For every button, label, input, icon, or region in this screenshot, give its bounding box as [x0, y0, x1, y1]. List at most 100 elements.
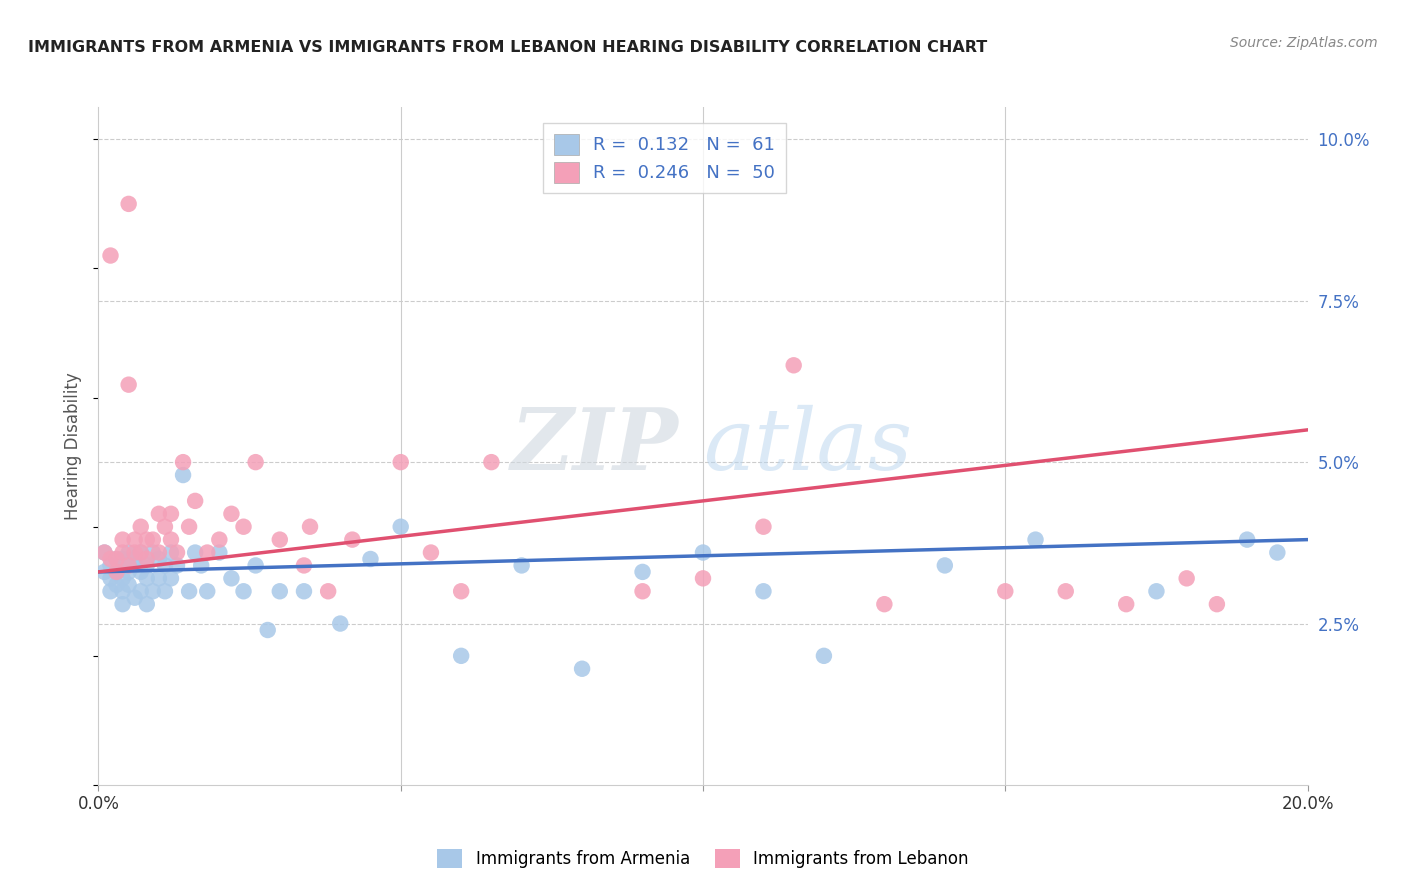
Point [450, 648, 472, 663]
Point [269, 533, 291, 547]
Point [111, 533, 134, 547]
Point [148, 545, 170, 559]
Point [166, 545, 188, 559]
Point [118, 578, 141, 592]
Point [129, 545, 152, 559]
Point [135, 552, 157, 566]
Point [100, 571, 122, 585]
Point [118, 197, 141, 211]
Point [160, 571, 183, 585]
Point [105, 565, 128, 579]
Point [420, 545, 443, 559]
Point [172, 455, 194, 469]
Point [208, 533, 231, 547]
Point [342, 533, 364, 547]
Point [245, 455, 267, 469]
Point [292, 558, 315, 573]
Point [166, 558, 188, 573]
Point [1054, 584, 1077, 599]
Point [129, 519, 152, 533]
Text: ZIP: ZIP [510, 404, 679, 488]
Point [571, 662, 593, 676]
Text: Source: ZipAtlas.com: Source: ZipAtlas.com [1230, 36, 1378, 50]
Point [142, 584, 165, 599]
Point [135, 558, 157, 573]
Point [129, 565, 152, 579]
Legend: Immigrants from Armenia, Immigrants from Lebanon: Immigrants from Armenia, Immigrants from… [430, 843, 976, 875]
Point [111, 584, 134, 599]
Point [93, 565, 115, 579]
Point [245, 558, 267, 573]
Point [692, 571, 714, 585]
Point [124, 552, 146, 566]
Text: IMMIGRANTS FROM ARMENIA VS IMMIGRANTS FROM LEBANON HEARING DISABILITY CORRELATIO: IMMIGRANTS FROM ARMENIA VS IMMIGRANTS FR… [28, 40, 987, 55]
Point [190, 558, 212, 573]
Y-axis label: Hearing Disability: Hearing Disability [65, 372, 83, 520]
Point [1175, 571, 1198, 585]
Point [179, 519, 201, 533]
Text: atlas: atlas [703, 405, 912, 487]
Point [1206, 597, 1229, 611]
Point [118, 377, 141, 392]
Point [195, 545, 218, 559]
Point [118, 558, 141, 573]
Point [510, 558, 533, 573]
Point [232, 519, 254, 533]
Point [129, 545, 152, 559]
Point [1236, 533, 1258, 547]
Point [153, 584, 176, 599]
Point [292, 584, 315, 599]
Point [692, 545, 714, 559]
Point [105, 565, 128, 579]
Point [118, 545, 141, 559]
Point [172, 468, 194, 483]
Point [105, 552, 128, 566]
Point [135, 597, 157, 611]
Point [111, 571, 134, 585]
Point [148, 507, 170, 521]
Point [160, 545, 183, 559]
Point [360, 552, 382, 566]
Point [1267, 545, 1289, 559]
Point [93, 545, 115, 559]
Point [221, 507, 243, 521]
Point [105, 578, 128, 592]
Point [783, 359, 806, 373]
Point [135, 571, 157, 585]
Point [1024, 533, 1046, 547]
Point [1115, 597, 1137, 611]
Point [752, 584, 775, 599]
Point [124, 558, 146, 573]
Point [813, 648, 835, 663]
Point [129, 584, 152, 599]
Point [153, 558, 176, 573]
Point [256, 623, 278, 637]
Point [93, 545, 115, 559]
Point [389, 455, 412, 469]
Point [269, 584, 291, 599]
Point [184, 494, 207, 508]
Point [389, 519, 412, 533]
Point [111, 545, 134, 559]
Point [195, 584, 218, 599]
Point [873, 597, 896, 611]
Point [631, 584, 654, 599]
Point [148, 552, 170, 566]
Point [124, 591, 146, 605]
Point [450, 584, 472, 599]
Point [160, 507, 183, 521]
Point [118, 565, 141, 579]
Point [124, 545, 146, 559]
Point [1144, 584, 1167, 599]
Point [232, 584, 254, 599]
Point [299, 519, 322, 533]
Point [994, 584, 1017, 599]
Point [100, 584, 122, 599]
Point [135, 533, 157, 547]
Point [631, 565, 654, 579]
Point [118, 558, 141, 573]
Point [100, 552, 122, 566]
Point [184, 545, 207, 559]
Point [124, 533, 146, 547]
Legend: R =  0.132   N =  61, R =  0.246   N =  50: R = 0.132 N = 61, R = 0.246 N = 50 [543, 123, 786, 194]
